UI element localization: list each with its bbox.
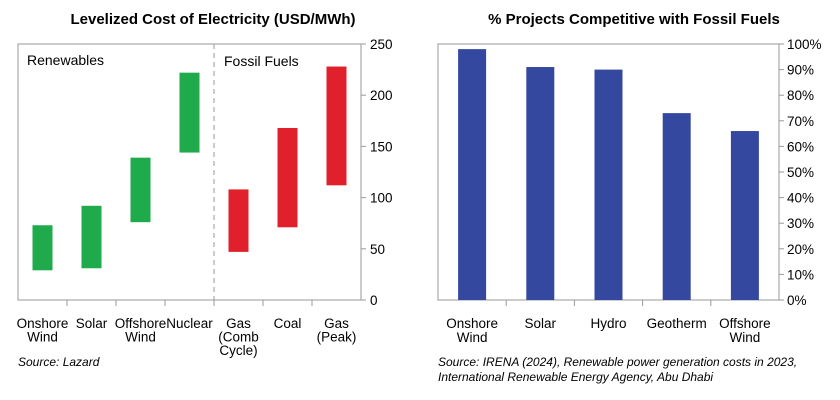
y-tick-label: 0%	[787, 293, 807, 308]
x-category-label: Gas	[324, 316, 349, 331]
x-category-label: Wind	[457, 330, 488, 345]
x-category-label: Wind	[27, 330, 58, 345]
group-label-fossil: Fossil Fuels	[224, 53, 299, 69]
y-tick-label: 50%	[787, 165, 814, 180]
x-category-label: Geotherm	[647, 316, 707, 331]
range-bar	[179, 72, 200, 153]
x-category-label: (Peak)	[317, 330, 357, 345]
x-category-label: Offshore	[719, 316, 771, 331]
lcoe-source: Source: Lazard	[18, 355, 100, 369]
x-category-label: Wind	[730, 330, 761, 345]
y-tick-label: 70%	[787, 114, 814, 129]
y-tick-label: 30%	[787, 216, 814, 231]
x-category-label: Onshore	[446, 316, 498, 331]
y-tick-label: 100	[370, 191, 393, 206]
y-tick-label: 100%	[787, 37, 822, 52]
lcoe-chart: Renewables Fossil Fuels 0 50 100 150 200 250 Ons…	[17, 37, 393, 369]
y-tick-label: 250	[370, 37, 393, 52]
range-bar	[32, 225, 53, 271]
y-tick-label: 40%	[787, 191, 814, 206]
x-category-label: Gas	[226, 316, 251, 331]
competitive-source-line: Source: IRENA (2024), Renewable power ge…	[438, 355, 797, 369]
y-tick-label: 150	[370, 139, 393, 154]
range-bar	[277, 127, 298, 228]
lcoe-chart-title: Levelized Cost of Electricity (USD/MWh)	[70, 11, 355, 28]
competitive-chart: 0% 10% 20% 30% 40% 50% 60% 70% 80% 90% 100% Onshore…	[437, 37, 822, 384]
y-tick-label: 10%	[787, 267, 814, 282]
x-category-label: Offshore	[115, 316, 167, 331]
y-tick-label: 90%	[787, 63, 814, 78]
x-category-label: Cycle)	[219, 343, 257, 358]
x-category-label: Solar	[76, 316, 108, 331]
x-category-label: Onshore	[17, 316, 69, 331]
range-bar	[326, 66, 347, 186]
group-label-renewables: Renewables	[27, 52, 104, 68]
competitive-source-line: International Renewable Energy Agency, A…	[438, 370, 713, 384]
x-category-label: Solar	[525, 316, 557, 331]
y-tick-label: 20%	[787, 242, 814, 257]
y-tick-label: 80%	[787, 88, 814, 103]
range-bar	[81, 205, 102, 269]
competitive-chart-title: % Projects Competitive with Fossil Fuels	[488, 11, 780, 28]
y-tick-label: 60%	[787, 139, 814, 154]
range-bar	[228, 189, 249, 252]
y-tick-label: 200	[370, 88, 393, 103]
x-category-label: Coal	[274, 316, 302, 331]
y-tick-label: 0	[370, 293, 378, 308]
x-category-label: Wind	[125, 330, 156, 345]
x-category-label: Nuclear	[166, 316, 213, 331]
value-bar	[594, 69, 623, 300]
plot-frame	[17, 43, 362, 301]
x-category-label: Hydro	[590, 316, 626, 331]
range-bar	[130, 157, 151, 223]
value-bar	[458, 49, 487, 301]
value-bar	[526, 67, 555, 300]
x-category-label: (Comb	[218, 330, 259, 345]
y-tick-label: 50	[370, 242, 385, 257]
value-bar	[662, 113, 691, 301]
value-bar	[730, 131, 759, 300]
